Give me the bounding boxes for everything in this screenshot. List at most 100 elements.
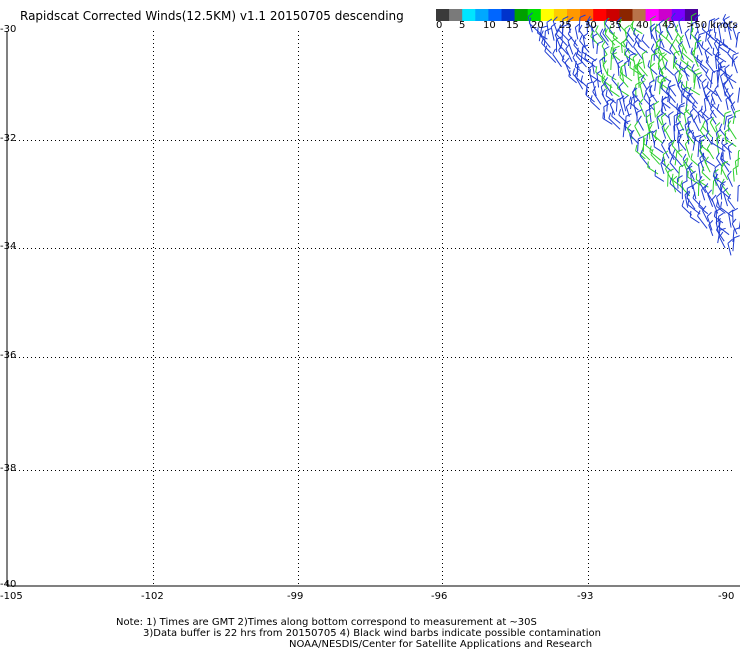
wind-barb-feather xyxy=(727,47,731,54)
wind-barb xyxy=(678,21,683,34)
wind-barb-feather xyxy=(660,104,664,112)
wind-barb xyxy=(692,197,704,210)
wind-barb-feather xyxy=(687,114,693,119)
wind-barb-feather xyxy=(657,75,660,82)
wind-barb xyxy=(703,88,708,102)
wind-barb-feather xyxy=(691,12,697,17)
wind-barb xyxy=(720,158,730,173)
wind-barb xyxy=(528,22,541,35)
wind-barb-feather xyxy=(638,74,645,79)
wind-barb-feather xyxy=(587,81,594,85)
wind-barb xyxy=(734,161,738,175)
wind-barb-feather xyxy=(727,239,733,244)
wind-barb-feather xyxy=(682,180,688,184)
wind-barb xyxy=(692,106,704,119)
wind-barb xyxy=(727,243,732,256)
wind-barb xyxy=(685,132,696,145)
wind-barb-feather xyxy=(702,120,706,127)
wind-barb-feather xyxy=(693,115,698,121)
wind-barb-feather xyxy=(647,60,651,67)
wind-barb xyxy=(590,100,601,111)
wind-barb xyxy=(606,100,609,112)
wind-barb xyxy=(629,134,633,145)
wind-barb-feather xyxy=(657,45,661,53)
wind-barb xyxy=(697,78,701,89)
wind-barb xyxy=(565,48,573,63)
wind-barb-feather xyxy=(552,16,558,22)
wind-barb xyxy=(629,67,642,76)
wind-barb-feather xyxy=(659,40,661,47)
wind-barb xyxy=(715,157,723,167)
wind-barb-feather xyxy=(732,56,738,62)
colorbar-label: 15 xyxy=(506,20,519,31)
latitude-label: -34 xyxy=(0,241,17,252)
wind-barb xyxy=(701,189,706,201)
wind-barb-feather xyxy=(638,98,644,104)
wind-barb-feather xyxy=(638,135,644,140)
wind-barb-feather xyxy=(612,48,617,54)
wind-barb xyxy=(674,74,680,88)
wind-barb-feather xyxy=(715,122,721,128)
wind-barb-feather xyxy=(590,30,594,37)
wind-barb-feather xyxy=(627,123,632,129)
wind-barb-feather xyxy=(658,30,664,37)
wind-barb xyxy=(684,33,691,49)
wind-barb xyxy=(567,33,578,47)
wind-barb xyxy=(677,117,685,131)
colorbar-swatch xyxy=(593,9,607,21)
colorbar-swatch xyxy=(436,9,450,21)
wind-barb xyxy=(686,197,696,210)
wind-barb xyxy=(701,46,713,57)
wind-barb xyxy=(732,229,735,243)
wind-barb-feather xyxy=(546,18,553,23)
wind-barb xyxy=(690,158,700,167)
wind-barb xyxy=(712,180,715,195)
wind-barb-feather xyxy=(662,96,668,101)
wind-barb xyxy=(706,148,715,160)
wind-barb-feather xyxy=(701,166,705,173)
wind-barb-feather xyxy=(661,122,667,128)
wind-barb-feather xyxy=(671,12,676,18)
wind-barb xyxy=(677,85,685,98)
wind-barb-feather xyxy=(680,53,683,60)
wind-barb xyxy=(713,20,716,33)
wind-barb-feather xyxy=(720,201,723,208)
wind-barb xyxy=(692,137,696,151)
wind-barb-feather xyxy=(602,112,604,119)
lat-lon-grid xyxy=(7,31,735,586)
wind-barb-feather xyxy=(666,24,671,30)
wind-barb xyxy=(556,33,568,46)
wind-barb-feather xyxy=(611,110,614,117)
wind-barb xyxy=(625,116,627,131)
wind-barb-feather xyxy=(624,59,630,64)
wind-barb-feather xyxy=(724,110,731,114)
wind-barb-feather xyxy=(681,87,688,91)
wind-barb-feather xyxy=(679,180,683,187)
wind-barb-feather xyxy=(577,61,584,66)
wind-barb xyxy=(634,125,641,137)
wind-barb-feather xyxy=(697,210,701,217)
wind-barb xyxy=(725,99,729,111)
wind-barb xyxy=(607,74,617,81)
wind-barb-feather xyxy=(636,109,643,113)
wind-barb xyxy=(617,88,630,97)
wind-barb xyxy=(609,89,620,98)
longitude-label: -90 xyxy=(718,591,735,602)
wind-barb xyxy=(687,126,697,140)
wind-barb-feather xyxy=(712,47,715,54)
colorbar-swatch xyxy=(632,9,647,21)
wind-barb-feather xyxy=(655,23,658,30)
wind-barb xyxy=(696,60,708,70)
wind-barb xyxy=(586,21,588,33)
wind-barb-feather xyxy=(626,27,631,34)
wind-barb xyxy=(693,74,697,90)
wind-barb xyxy=(552,53,562,68)
wind-barb xyxy=(639,84,644,98)
wind-barb xyxy=(669,183,682,194)
wind-barb-feather xyxy=(698,139,705,143)
wind-barb-feather xyxy=(595,66,598,73)
wind-barb xyxy=(701,172,711,181)
wind-barb-feather xyxy=(713,173,719,180)
wind-barb-feather xyxy=(651,129,657,134)
wind-barb-feather xyxy=(572,68,576,75)
